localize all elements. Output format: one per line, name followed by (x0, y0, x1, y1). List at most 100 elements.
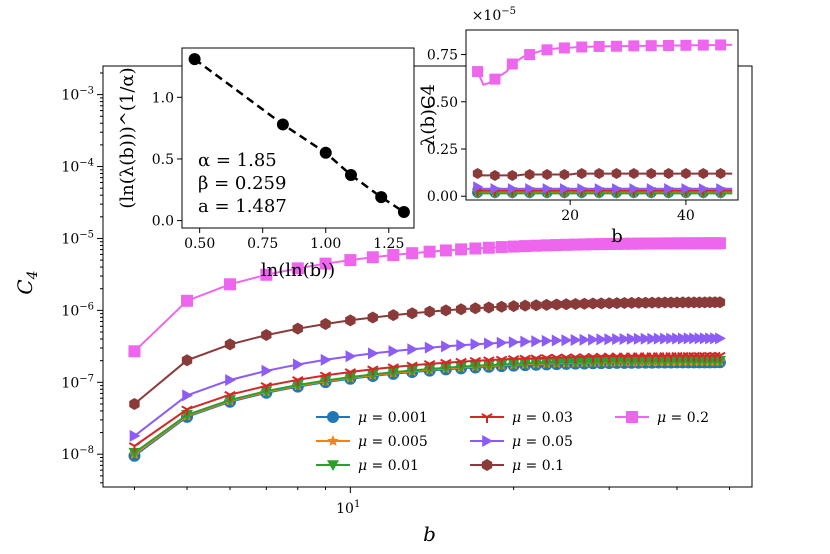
point (406, 247, 419, 260)
point (530, 239, 543, 252)
point (610, 40, 622, 52)
series-0.05 (129, 332, 726, 442)
point (530, 354, 542, 365)
y-tick-label: 0.25 (427, 142, 458, 158)
point (577, 183, 588, 195)
point (653, 332, 665, 345)
point (367, 365, 379, 376)
point (484, 337, 495, 350)
legend-label: μ = 0.01 (358, 458, 419, 474)
point (424, 305, 435, 318)
legend-marker (626, 411, 638, 423)
point (366, 251, 379, 264)
point (181, 405, 193, 416)
point (456, 339, 468, 352)
point (469, 242, 482, 255)
point (320, 317, 331, 330)
point (619, 333, 631, 346)
point (345, 350, 357, 363)
point (629, 168, 639, 180)
point (506, 58, 518, 70)
point (593, 40, 605, 52)
point (531, 335, 543, 348)
inset-series (472, 168, 733, 181)
point (344, 254, 357, 267)
y-tick-label: 0.75 (427, 48, 458, 64)
point (698, 168, 709, 180)
legend-label: μ = 0.1 (512, 458, 564, 474)
point (579, 333, 591, 346)
legend-label: μ = 0.005 (358, 434, 428, 450)
point (628, 40, 640, 52)
point (441, 340, 452, 353)
y-tick-label: 0.00 (427, 189, 458, 205)
point (424, 341, 436, 354)
x-tick-label: 20 (561, 208, 579, 224)
point (689, 332, 701, 345)
point (387, 249, 400, 262)
point (570, 333, 582, 346)
point (560, 238, 573, 251)
point (677, 332, 689, 345)
x-tick-label: 1.25 (373, 236, 404, 252)
point (276, 118, 289, 131)
y-tick-label: 0.0 (152, 214, 174, 230)
point (550, 239, 563, 252)
point (525, 183, 536, 195)
legend-marker (327, 460, 339, 471)
point (490, 169, 500, 181)
point (188, 53, 201, 66)
point (473, 181, 484, 193)
x-tick-label: 40 (677, 208, 695, 224)
x-tick-label: 1.00 (310, 236, 341, 252)
point (181, 410, 194, 421)
point (604, 333, 616, 346)
point (472, 168, 483, 180)
point (551, 298, 562, 311)
point (524, 49, 536, 61)
inset-right-y-label: λ(b)C4 (418, 84, 439, 146)
inset-left-y-label: (ln(λ(b)))^(1/α) (117, 67, 138, 208)
point (541, 44, 553, 56)
point (181, 354, 193, 367)
point (387, 363, 400, 374)
point (128, 447, 141, 459)
point (440, 358, 452, 369)
point (292, 358, 304, 371)
point (489, 73, 501, 85)
point (292, 322, 303, 335)
series-0.1 (129, 296, 726, 410)
point (633, 332, 645, 345)
point (559, 169, 570, 180)
point (519, 240, 532, 253)
y-tick-label: 10−5 (61, 229, 94, 247)
point (496, 336, 508, 349)
legend-item: μ = 0.03 (470, 410, 573, 426)
point (570, 297, 581, 310)
point (640, 332, 652, 345)
point (716, 183, 727, 195)
point (406, 307, 418, 320)
point (611, 168, 622, 180)
point (496, 300, 507, 313)
legend-item: μ = 0.001 (316, 410, 428, 426)
legend-marker (327, 435, 339, 446)
point (482, 241, 495, 254)
point (551, 334, 563, 347)
inset-series (473, 181, 733, 195)
point (612, 183, 622, 195)
point (519, 354, 531, 365)
point (647, 332, 659, 345)
legend: μ = 0.001 μ = 0.005 μ = 0.01 μ = 0.03 μ = 0.… (316, 410, 709, 474)
point (559, 183, 570, 195)
point (260, 382, 273, 392)
legend-item: μ = 0.1 (470, 458, 564, 474)
point (292, 375, 304, 386)
inset-right-plot: 20 40 0.00 0.25 0.50 0.75 ×10−5 b λ(b)C4 (418, 6, 739, 247)
y-tick-label: 0.5 (152, 152, 174, 168)
point (579, 297, 590, 310)
point (541, 334, 553, 347)
point (375, 191, 388, 204)
